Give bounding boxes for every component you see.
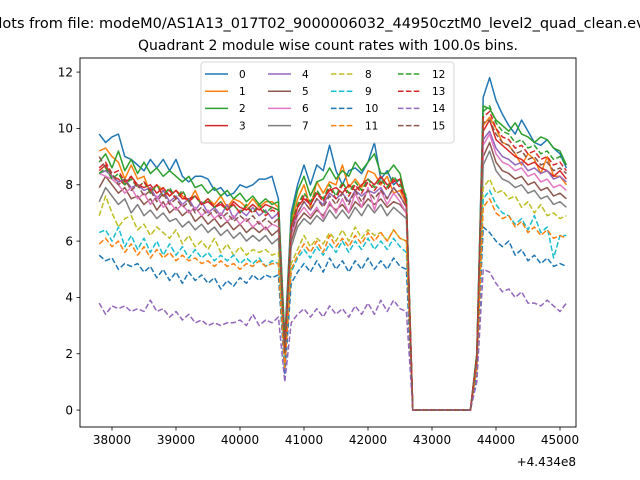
x-tick-label: 40000 <box>221 433 259 447</box>
legend-label-13: 13 <box>432 86 445 98</box>
x-tick-label: 38000 <box>93 433 131 447</box>
y-axis: 0 2 4 6 8 10 12 <box>58 65 80 417</box>
legend-label-7: 7 <box>302 120 309 132</box>
legend-label-14: 14 <box>432 103 446 115</box>
series-line-3 <box>98 119 567 411</box>
x-offset-label: +4.434e8 <box>517 455 576 469</box>
legend-label-4: 4 <box>302 69 309 81</box>
legend-box <box>200 61 455 144</box>
legend-label-8: 8 <box>365 69 372 81</box>
series-line-7 <box>98 150 567 411</box>
legend-label-2: 2 <box>239 103 246 115</box>
series-line-13 <box>98 110 567 411</box>
y-tick-label: 12 <box>58 65 73 79</box>
plot-frame <box>79 57 577 428</box>
series-line-15 <box>98 119 567 411</box>
y-tick-label: 2 <box>65 347 73 361</box>
y-tick-label: 0 <box>65 403 73 417</box>
series-line-9 <box>98 189 567 411</box>
series-line-12 <box>98 105 567 411</box>
chart-title: Quadrant 2 module wise count rates with … <box>138 38 518 54</box>
x-tick-label: 43000 <box>413 433 451 447</box>
y-tick-label: 6 <box>65 234 73 248</box>
series-line-14 <box>98 268 567 411</box>
x-axis: 38000 39000 40000 41000 42000 43000 44000 45000 <box>93 427 579 447</box>
legend-label-15: 15 <box>432 120 445 132</box>
x-tick-label: 42000 <box>349 433 387 447</box>
series-line-10 <box>98 226 567 411</box>
legend-label-1: 1 <box>239 86 246 98</box>
series-line-4 <box>98 130 567 411</box>
x-tick-label: 41000 <box>285 433 323 447</box>
legend-label-0: 0 <box>239 69 246 81</box>
y-tick-label: 10 <box>58 122 73 136</box>
legend-label-9: 9 <box>365 86 372 98</box>
y-tick-label: 8 <box>65 178 73 192</box>
series-line-2 <box>98 105 568 411</box>
series-line-6 <box>98 133 567 411</box>
legend-label-6: 6 <box>302 103 309 115</box>
legend-label-11: 11 <box>365 120 378 132</box>
legend-label-10: 10 <box>365 103 378 115</box>
series-line-11 <box>98 198 567 411</box>
x-tick-label: 44000 <box>477 433 515 447</box>
legend-label-5: 5 <box>302 86 309 98</box>
x-tick-label: 45000 <box>541 433 579 447</box>
x-tick-label: 39000 <box>157 433 195 447</box>
figure-suptitle: Plots from file: modeM0/AS1A13_017T02_90… <box>0 16 640 32</box>
series-line-8 <box>98 178 567 411</box>
series-lines <box>98 76 568 411</box>
legend-label-3: 3 <box>239 120 246 132</box>
legend-label-12: 12 <box>432 69 445 81</box>
series-line-0 <box>98 76 568 411</box>
y-tick-label: 4 <box>65 291 73 305</box>
